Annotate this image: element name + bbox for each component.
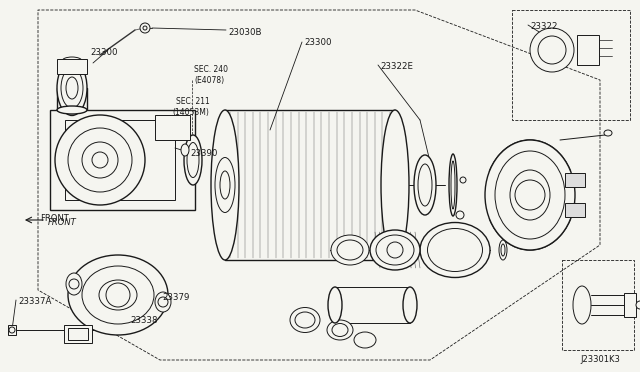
- Ellipse shape: [501, 244, 505, 256]
- Circle shape: [9, 327, 15, 333]
- Ellipse shape: [370, 230, 420, 270]
- Ellipse shape: [449, 154, 457, 216]
- Bar: [577, 35, 599, 65]
- Ellipse shape: [66, 77, 78, 99]
- Ellipse shape: [376, 235, 414, 265]
- Ellipse shape: [510, 170, 550, 220]
- Circle shape: [69, 279, 79, 289]
- Ellipse shape: [354, 332, 376, 348]
- Circle shape: [515, 180, 545, 210]
- Bar: [65, 120, 175, 200]
- Circle shape: [68, 128, 132, 192]
- Text: 23030B: 23030B: [228, 28, 262, 37]
- Ellipse shape: [420, 222, 490, 278]
- Ellipse shape: [414, 155, 436, 215]
- Text: 23390: 23390: [190, 149, 218, 158]
- Text: FRONT: FRONT: [48, 218, 77, 227]
- Text: (E4078): (E4078): [194, 76, 224, 85]
- Ellipse shape: [451, 161, 455, 209]
- Bar: [68, 328, 88, 340]
- Ellipse shape: [428, 228, 483, 272]
- Ellipse shape: [66, 273, 82, 295]
- Bar: [565, 173, 585, 187]
- Ellipse shape: [62, 57, 82, 65]
- Ellipse shape: [184, 135, 202, 185]
- Ellipse shape: [337, 240, 363, 260]
- Ellipse shape: [495, 151, 565, 239]
- Circle shape: [530, 28, 574, 72]
- Circle shape: [636, 301, 640, 309]
- Ellipse shape: [187, 142, 199, 177]
- Text: 23300: 23300: [304, 38, 332, 47]
- Ellipse shape: [99, 280, 137, 310]
- Ellipse shape: [220, 171, 230, 199]
- Ellipse shape: [604, 130, 612, 136]
- Bar: [565, 203, 585, 217]
- Bar: [512, 10, 630, 120]
- Circle shape: [387, 242, 403, 258]
- Text: J23301K3: J23301K3: [580, 355, 620, 364]
- Text: 23337A: 23337A: [18, 297, 51, 306]
- Text: 23300: 23300: [90, 48, 118, 57]
- Text: 23338: 23338: [130, 316, 157, 325]
- Text: 23379: 23379: [162, 293, 189, 302]
- Ellipse shape: [290, 308, 320, 333]
- Bar: [155, 115, 190, 140]
- Ellipse shape: [181, 144, 189, 156]
- Ellipse shape: [331, 235, 369, 265]
- Ellipse shape: [485, 140, 575, 250]
- Bar: [562, 260, 634, 350]
- Ellipse shape: [573, 286, 591, 324]
- Text: (14053M): (14053M): [172, 108, 209, 117]
- Text: 23322E: 23322E: [380, 62, 413, 71]
- Bar: [57, 59, 87, 74]
- Circle shape: [460, 177, 466, 183]
- Text: FRONT: FRONT: [40, 214, 68, 223]
- Ellipse shape: [332, 324, 348, 337]
- Ellipse shape: [61, 68, 83, 108]
- Ellipse shape: [211, 110, 239, 260]
- Ellipse shape: [82, 266, 154, 324]
- Ellipse shape: [215, 157, 235, 212]
- Bar: [624, 293, 636, 317]
- Ellipse shape: [295, 312, 315, 328]
- Circle shape: [106, 283, 130, 307]
- Circle shape: [538, 36, 566, 64]
- Bar: [8, 325, 16, 335]
- Circle shape: [140, 23, 150, 33]
- Ellipse shape: [403, 287, 417, 323]
- Ellipse shape: [155, 292, 171, 312]
- Ellipse shape: [328, 287, 342, 323]
- Ellipse shape: [418, 164, 432, 206]
- Ellipse shape: [57, 106, 87, 114]
- Circle shape: [82, 142, 118, 178]
- Ellipse shape: [381, 110, 409, 260]
- Ellipse shape: [68, 255, 168, 335]
- Bar: [64, 325, 92, 343]
- Ellipse shape: [327, 320, 353, 340]
- Ellipse shape: [57, 61, 87, 115]
- Circle shape: [456, 211, 464, 219]
- Text: SEC. 240: SEC. 240: [194, 65, 228, 74]
- Text: SEC. 211: SEC. 211: [176, 97, 210, 106]
- Text: 23322: 23322: [530, 22, 557, 31]
- Circle shape: [143, 26, 147, 30]
- Circle shape: [55, 115, 145, 205]
- Bar: [50, 110, 195, 210]
- Ellipse shape: [499, 240, 507, 260]
- Circle shape: [158, 297, 168, 307]
- Circle shape: [92, 152, 108, 168]
